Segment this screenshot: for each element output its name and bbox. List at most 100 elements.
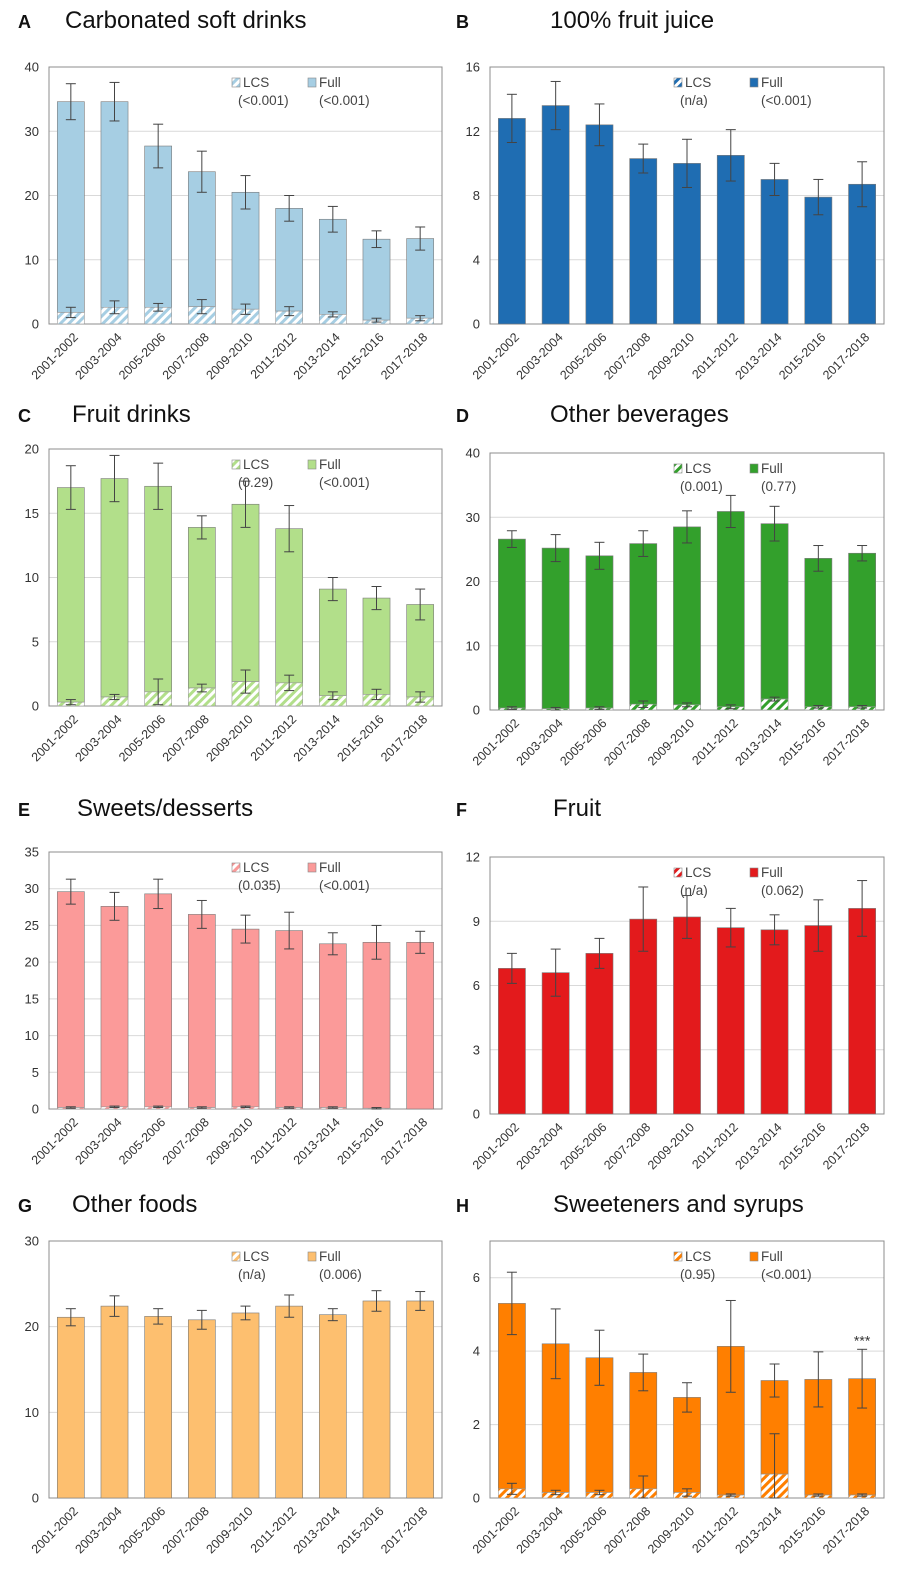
bar-full-2003-2004 — [541, 105, 570, 325]
legend-swatch-lcs — [231, 862, 241, 873]
significance-annotation: *** — [854, 1332, 871, 1348]
bar-full-2009-2010 — [673, 163, 701, 325]
panel-d: D Other beverages 0 10 20 30 40 2001-20022003-2… — [456, 401, 885, 768]
y-tick-label: 3 — [473, 1042, 480, 1057]
legend-swatch-full — [749, 867, 759, 878]
legend-p-value-lcs: (0.001) — [680, 479, 723, 494]
bar-full-2003-2004 — [100, 1305, 129, 1499]
y-tick-label: 0 — [473, 1491, 480, 1506]
legend-label-lcs: LCS — [685, 461, 711, 476]
legend: LCS (n/a) Full (0.006) — [231, 1249, 362, 1282]
bar-full-2011-2012 — [275, 528, 304, 684]
legend-swatch-lcs — [673, 867, 683, 878]
legend: LCS (0.29) Full (<0.001) — [231, 457, 370, 490]
legend-p-value-lcs: (<0.001) — [238, 93, 289, 108]
x-tick-label: 2009-2010 — [645, 716, 697, 768]
bar-full-2003-2004 — [541, 547, 570, 710]
bar-full-2001-2002 — [498, 118, 526, 325]
x-tick-label: 2005-2006 — [557, 330, 609, 382]
legend-swatch-lcs — [673, 77, 683, 88]
legend-swatch-lcs — [673, 463, 683, 474]
y-tick-label: 8 — [473, 188, 480, 203]
bar-full-2011-2012 — [716, 927, 745, 1115]
panel-f: F Fruit0369122001-20022003-20042005-20062… — [456, 795, 885, 1172]
legend-p-value-full: (<0.001) — [761, 93, 812, 108]
legend-p-value-full: (0.006) — [319, 1267, 362, 1282]
bar-full-2017-2018 — [848, 908, 876, 1115]
x-tick-label: 2017-2018 — [378, 712, 430, 764]
y-tick-label: 0 — [473, 1107, 480, 1122]
y-tick-label: 10 — [25, 1028, 39, 1043]
panel-letter: G — [18, 1196, 32, 1216]
legend-swatch-full — [307, 77, 317, 88]
bar-full-2005-2006 — [585, 555, 614, 709]
y-tick-label: 0 — [32, 1102, 39, 1117]
panel-b: B 100% fruit juice 0 4 8 12 16 2001-20022003-20… — [456, 7, 885, 382]
y-tick-label: 30 — [25, 1234, 39, 1249]
legend: LCS (n/a) Full (0.062) — [673, 865, 804, 898]
legend-swatch-full — [749, 463, 759, 474]
y-tick-label: 6 — [473, 978, 480, 993]
bar-full-2007-2008 — [187, 527, 216, 689]
bar-full-2001-2002 — [498, 968, 526, 1115]
legend-p-value-lcs: (0.95) — [680, 1267, 715, 1282]
x-tick-label: 2007-2008 — [601, 330, 653, 382]
panel-a: A Carbonated soft drinks0102030402001-200… — [18, 7, 443, 382]
bar-full-2017-2018 — [848, 552, 876, 708]
legend-label-full: Full — [319, 75, 341, 90]
y-tick-label: 12 — [466, 850, 480, 865]
legend-p-value-full: (<0.001) — [319, 475, 370, 490]
bar-full-2001-2002 — [56, 891, 85, 1108]
legend-swatch-full — [307, 459, 317, 470]
bar-full-2009-2010 — [231, 1312, 260, 1499]
bar-full-2003-2004 — [100, 478, 129, 698]
legend-p-value-lcs: (n/a) — [680, 883, 708, 898]
legend-label-lcs: LCS — [685, 75, 711, 90]
legend: LCS (n/a) Full (<0.001) — [673, 75, 812, 108]
legend-p-value-full: (0.77) — [761, 479, 796, 494]
y-tick-label: 16 — [466, 60, 480, 75]
legend-label-lcs: LCS — [243, 1249, 269, 1264]
x-tick-label: 2001-2002 — [470, 716, 522, 768]
bar-full-2009-2010 — [231, 191, 260, 310]
y-tick-label: 30 — [25, 124, 39, 139]
x-tick-label: 2017-2018 — [820, 716, 872, 768]
bar-full-2007-2008 — [187, 914, 216, 1108]
panel-e: E Sweets/desserts051015202530352001-20022… — [18, 795, 443, 1167]
x-tick-label: 2003-2004 — [514, 716, 566, 768]
panel-g: G Other foods01020302001-20022003-2004200… — [18, 1191, 443, 1556]
panel-h: H Sweeteners and syrups 0 2 4 6 2001-20022003-… — [456, 1191, 885, 1556]
bar-full-2007-2008 — [629, 543, 658, 705]
bar-full-2013-2014 — [318, 943, 347, 1108]
legend-label-full: Full — [761, 865, 783, 880]
x-tick-label: 2017-2018 — [378, 1115, 430, 1167]
bar-full-2015-2016 — [362, 597, 391, 695]
y-tick-label: 30 — [25, 881, 39, 896]
legend-p-value-lcs: (n/a) — [238, 1267, 266, 1282]
bar-full-2003-2004 — [100, 101, 129, 308]
bar-full-2005-2006 — [144, 1316, 173, 1499]
bar-full-2015-2016 — [804, 196, 833, 325]
x-tick-label: 2015-2016 — [776, 1120, 828, 1172]
y-tick-label: 4 — [473, 252, 480, 267]
bar-full-2005-2006 — [585, 124, 614, 325]
panel-letter: D — [456, 406, 469, 426]
x-tick-label: 2013-2014 — [733, 330, 785, 382]
legend-label-full: Full — [319, 860, 341, 875]
legend-p-value-full: (<0.001) — [761, 1267, 812, 1282]
bar-full-2003-2004 — [100, 906, 129, 1108]
legend-swatch-full — [307, 862, 317, 873]
panel-letter: B — [456, 12, 469, 32]
bar-full-2011-2012 — [716, 155, 745, 325]
y-tick-label: 20 — [25, 955, 39, 970]
legend-label-full: Full — [761, 75, 783, 90]
x-tick-label: 2017-2018 — [820, 330, 872, 382]
legend-label-lcs: LCS — [243, 860, 269, 875]
x-tick-label: 2009-2010 — [645, 1504, 697, 1556]
bar-full-2011-2012 — [275, 208, 304, 312]
y-tick-label: 0 — [473, 703, 480, 718]
x-tick-label: 2001-2002 — [470, 1120, 522, 1172]
y-tick-label: 0 — [32, 1491, 39, 1506]
panel-letter: C — [18, 406, 31, 426]
